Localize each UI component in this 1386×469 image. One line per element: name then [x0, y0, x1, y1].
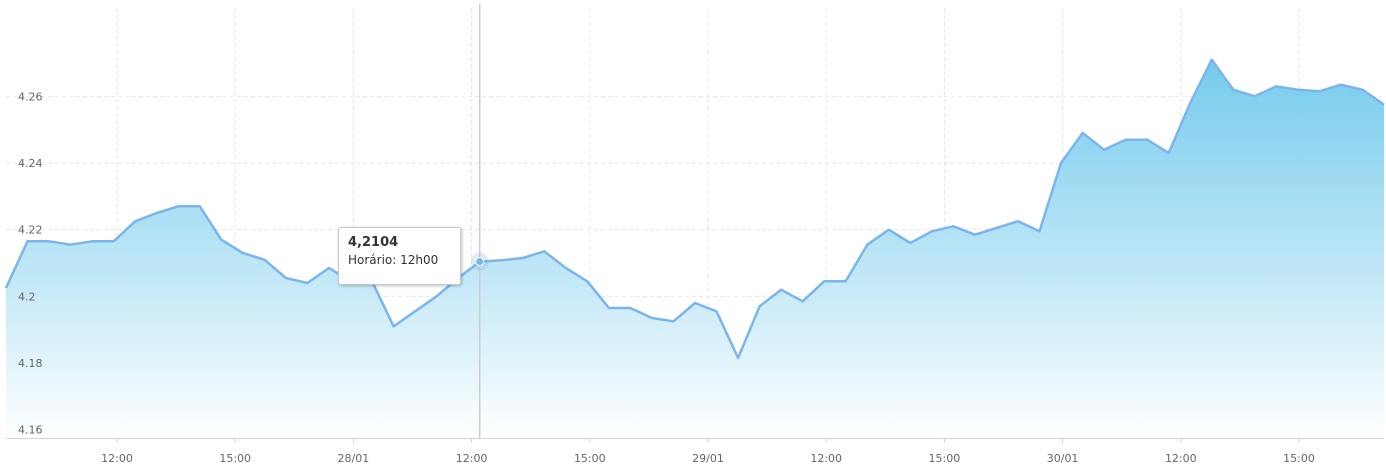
x-axis-labels: 12:00 15:00 28/01 12:00 15:00 29/01 12:00 15:00… [101, 452, 1315, 465]
x-tick-label: 15:00 [574, 452, 606, 465]
hover-point[interactable] [475, 257, 485, 267]
tooltip-value: 4,2104 [348, 235, 399, 250]
line-series [4, 58, 1385, 360]
x-tick-label: 29/01 [692, 452, 724, 465]
tooltip-time: Horário: 12h00 [348, 253, 439, 267]
x-tick-label: 12:00 [1165, 452, 1197, 465]
x-tick-label: 15:00 [219, 452, 251, 465]
series-line [4, 58, 1385, 360]
x-tick-label: 15:00 [1283, 452, 1315, 465]
y-tick-label: 4.18 [18, 357, 43, 370]
x-tick-label: 15:00 [929, 452, 961, 465]
x-tick-label: 12:00 [810, 452, 842, 465]
y-tick-label: 4.26 [18, 90, 43, 103]
chart-tooltip: 4,2104 Horário: 12h00 [338, 227, 461, 285]
y-tick-label: 4.2 [18, 290, 36, 303]
x-tick-label: 28/01 [338, 452, 370, 465]
x-tick-label: 12:00 [456, 452, 488, 465]
x-axis-line [6, 438, 1384, 439]
y-tick-label: 4.16 [18, 424, 43, 437]
y-tick-label: 4.22 [18, 224, 43, 237]
x-tick-label: 30/01 [1047, 452, 1079, 465]
area-fill [6, 59, 1384, 438]
x-tick-label: 12:00 [101, 452, 133, 465]
y-axis-labels: 4.16 4.18 4.2 4.22 4.24 4.26 [18, 90, 43, 436]
y-tick-label: 4.24 [18, 157, 43, 170]
area-series [6, 59, 1384, 438]
hover-marker[interactable] [470, 252, 489, 271]
